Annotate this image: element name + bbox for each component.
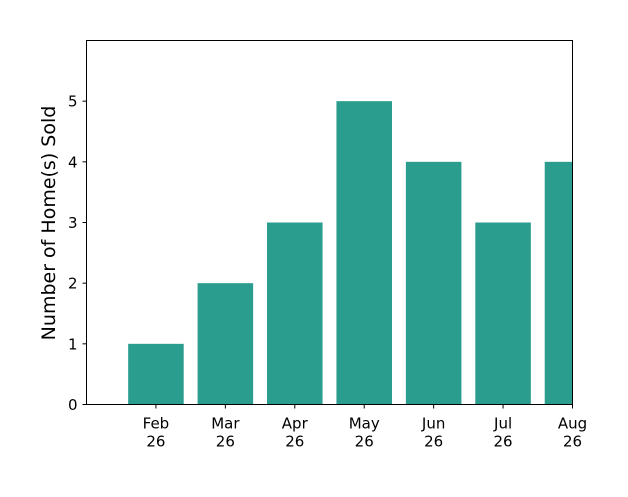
bars-layer (128, 101, 573, 405)
bar-5 (475, 222, 531, 405)
bar-0 (128, 343, 184, 405)
x-tick-label: Mar 26 (211, 415, 240, 451)
y-axis-label: Number of Home(s) Sold (38, 106, 60, 341)
x-tick-label: Jun 26 (421, 415, 445, 451)
x-tick-label: Aug 26 (558, 415, 587, 451)
y-tick-label: 0 (68, 396, 78, 414)
y-tick-label: 3 (68, 214, 78, 232)
y-tick-label: 1 (68, 335, 78, 353)
ticks-layer: 0 1 2 3 4 5 Feb 26 Mar 26 Apr 26 May 26 Jun 26 Jul 26 Aug 2… (68, 93, 587, 451)
bar-2 (267, 222, 323, 405)
y-tick-label: 4 (68, 153, 78, 171)
bar-3 (336, 101, 392, 405)
bar-4 (405, 161, 462, 405)
x-tick-label: Jul 26 (493, 415, 513, 451)
x-tick-label: May 26 (349, 415, 380, 451)
x-tick-label: Apr 26 (282, 415, 309, 451)
bar-6 (544, 161, 573, 405)
y-tick-label: 2 (68, 275, 78, 293)
bar-1 (197, 283, 254, 405)
y-tick-label: 5 (68, 93, 78, 111)
plot-frame (86, 40, 573, 405)
x-tick-label: Feb 26 (143, 415, 170, 451)
